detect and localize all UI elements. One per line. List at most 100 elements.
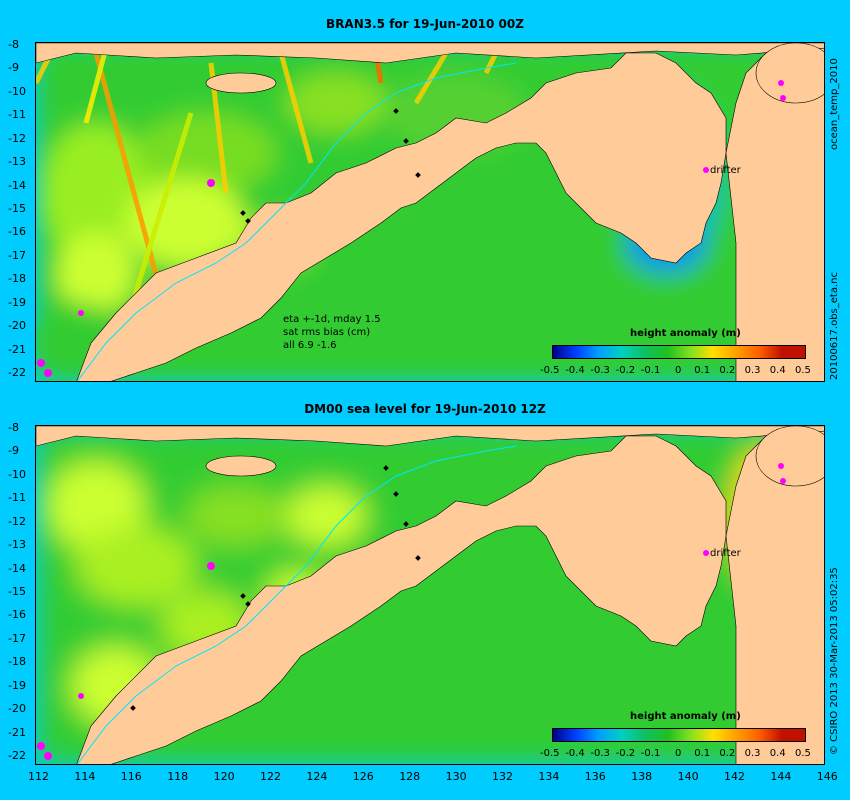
latitude-tick-label: -20	[8, 319, 26, 333]
map-bran-svg	[36, 43, 824, 381]
map-panel-dm00[interactable]: drifter height anomaly (m) -0.5 -0.4 -0.3-…	[35, 425, 825, 765]
colorbar-swatch	[575, 729, 599, 741]
colorbar-tick-label: 0.5	[795, 365, 811, 376]
latitude-tick-label: -9	[8, 61, 19, 75]
colorbar-swatch	[759, 729, 783, 741]
latitude-tick-label: -12	[8, 131, 26, 145]
colorbar-swatch	[598, 346, 622, 358]
colorbar-tick-label: 0.2	[719, 748, 736, 759]
australia-landmass	[76, 52, 727, 381]
latitude-tick-label: -13	[8, 538, 26, 552]
colorbar-tick-label: -0.3	[590, 748, 610, 759]
colorbar-tick-label: 0.1	[694, 748, 711, 759]
latitude-tick-label: -15	[8, 585, 26, 598]
latitude-tick-label: -14	[8, 178, 26, 192]
timor-island	[205, 72, 277, 94]
longitude-tick-label: 112	[28, 770, 49, 783]
timor-island	[205, 455, 277, 477]
latitude-tick-label: -22	[8, 749, 26, 762]
longitude-tick-label: 142	[724, 770, 745, 783]
annotation-line-3: all 6.9 -1.6	[283, 340, 337, 351]
annotation-block: eta +-1d, mday 1.5 sat rms bias (cm) all…	[283, 313, 381, 352]
colorbar-tick-label: -0.1	[640, 365, 661, 376]
longitude-tick-label: 134	[538, 770, 560, 783]
latitude-tick-label: -10	[8, 467, 26, 481]
longitude-tick-label: 140	[677, 770, 699, 783]
latitude-tick-label: -19	[8, 678, 26, 692]
longitude-tick-label: 118	[167, 770, 189, 783]
colorbar-tick-label: 0	[675, 365, 682, 376]
drifter-label: drifter	[710, 548, 741, 559]
colorbar-tick-label: 0	[675, 748, 682, 759]
latitude-tick-label: -8	[8, 421, 19, 434]
track-line	[76, 62, 517, 381]
colorbar-swatch	[644, 729, 668, 741]
map-dm00-svg	[36, 426, 824, 764]
colorbar-tick-label: 0.1	[694, 365, 711, 376]
map-panel-bran[interactable]: eta +-1d, mday 1.5 sat rms bias (cm) all…	[35, 42, 825, 382]
annotation-line-1: eta +-1d, mday 1.5	[283, 314, 381, 325]
latitude-tick-label: -16	[8, 225, 26, 239]
colorbar-swatch	[713, 729, 737, 741]
colorbar-tick-label: -0.3	[590, 365, 610, 376]
latitude-tick-label: -15	[8, 202, 26, 215]
colorbar-swatch	[621, 729, 645, 741]
colorbar-swatch	[690, 346, 714, 358]
new-guinea-coast	[755, 43, 824, 104]
longitude-tick-label: 146	[816, 770, 838, 783]
longitude-tick-label: 124	[306, 770, 328, 783]
colorbar-tick-label: 0.3	[744, 365, 761, 376]
colorbar-swatch	[690, 729, 714, 741]
latitude-tick-label: -21	[8, 725, 26, 739]
longitude-tick-label: 126	[352, 770, 374, 783]
colorbar-tick-label: 0.4	[769, 365, 786, 376]
colorbar-swatch	[667, 729, 691, 741]
colorbar-swatch	[621, 346, 645, 358]
longitude-tick-label: 128	[399, 770, 421, 783]
track-line	[76, 445, 517, 764]
colorbar-tick-label: 0.2	[719, 365, 736, 376]
colorbar-swatch	[736, 729, 760, 741]
latitude-tick-label: -10	[8, 84, 26, 98]
latitude-tick-label: -12	[8, 514, 26, 528]
colorbar-swatch	[575, 346, 599, 358]
colorbar-swatch	[553, 729, 576, 741]
longitude-tick-label: 132	[492, 770, 513, 783]
colorbar-ticks: -0.5 -0.4 -0.3 -0.2 -0.1 0 0.1 0.2 0.3 0.4 0.5	[538, 748, 824, 762]
colorbar-tick-label: -0.4	[565, 365, 585, 376]
colorbar	[552, 728, 806, 742]
longitude-tick-label: 136	[584, 770, 606, 783]
drifter-markers	[37, 80, 786, 377]
colorbar-swatch	[782, 729, 805, 741]
drifter-markers	[37, 463, 786, 760]
latitude-tick-label: -16	[8, 608, 26, 622]
longitude-tick-label: 130	[445, 770, 467, 783]
latitude-tick-label: -14	[8, 561, 26, 575]
longitude-tick-label: 120	[213, 770, 235, 783]
latitude-tick-label: -18	[8, 272, 26, 286]
longitude-tick-label: 122	[260, 770, 281, 783]
colorbar-tick-label: -0.5	[540, 365, 560, 376]
new-guinea-coast	[755, 426, 824, 487]
longitude-tick-label: 116	[120, 770, 142, 783]
colorbar-tick-label: -0.4	[565, 748, 585, 759]
latitude-tick-label: -21	[8, 342, 26, 356]
panel1-side-label: 20100617.obs_eta.nc	[829, 272, 840, 380]
colorbar-swatch	[644, 346, 668, 358]
latitude-tick-label: -18	[8, 655, 26, 669]
colorbar-swatch	[598, 729, 622, 741]
colorbar-title: height anomaly (m)	[630, 711, 741, 722]
longitude-tick-label: 144	[770, 770, 792, 783]
latitude-tick-label: -11	[8, 491, 26, 505]
colorbar-tick-label: 0.3	[744, 748, 761, 759]
colorbar-swatch	[736, 346, 760, 358]
colorbar-swatch	[713, 346, 737, 358]
colorbar-tick-label: -0.2	[615, 748, 636, 759]
latitude-tick-label: -22	[8, 366, 26, 379]
australia-landmass	[76, 435, 727, 764]
colorbar-tick-label: -0.5	[540, 748, 560, 759]
latitude-tick-label: -17	[8, 248, 26, 262]
annotation-line-2: sat rms bias (cm)	[283, 327, 371, 338]
latitude-tick-label: -20	[8, 702, 26, 716]
colorbar-tick-label: 0.5	[795, 748, 811, 759]
